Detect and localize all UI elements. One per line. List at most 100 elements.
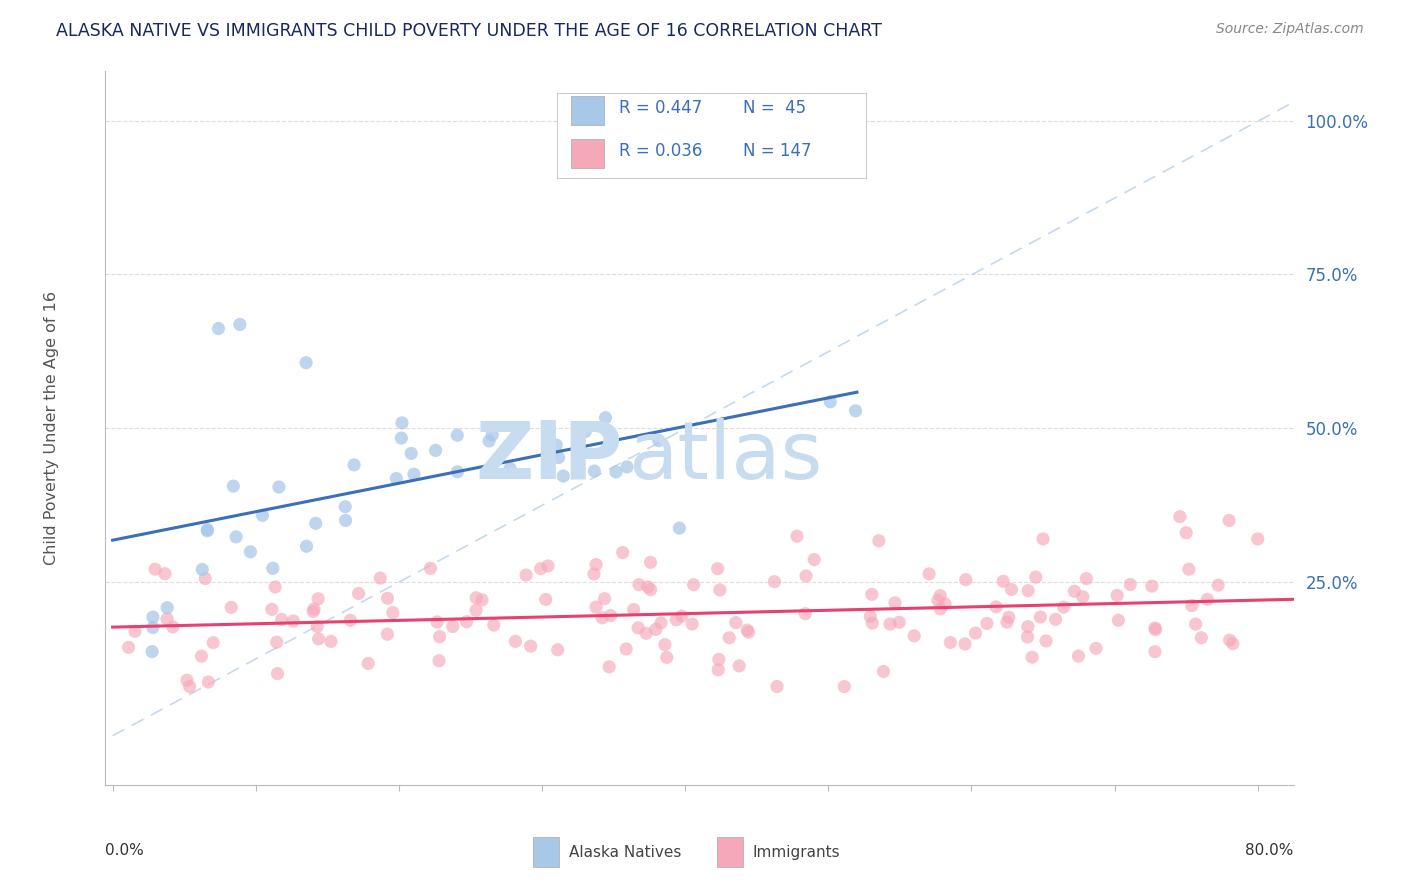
Point [794,607,817,621]
Point [195,524,218,538]
Point [262,561,284,575]
Point [1181,599,1204,613]
Point [176,673,198,688]
Point [803,552,825,566]
Point [1017,630,1039,644]
Point [481,428,503,442]
Point [1085,641,1108,656]
Point [605,465,627,479]
Point [1025,570,1047,584]
Point [295,356,318,370]
Point [953,637,976,651]
Point [270,612,292,626]
Point [585,558,607,572]
Point [391,416,413,430]
Point [124,624,146,639]
Point [728,659,751,673]
Point [156,612,179,626]
Point [179,680,201,694]
Point [197,523,219,537]
Point [1071,590,1094,604]
Point [1144,621,1167,635]
Point [929,602,952,616]
Point [339,613,361,627]
Point [381,606,404,620]
Point [509,421,531,435]
Point [998,610,1021,624]
Point [1178,562,1201,576]
Point [141,645,163,659]
Point [820,394,842,409]
Point [644,623,666,637]
Point [1222,637,1244,651]
Point [1184,617,1206,632]
Point [191,562,214,576]
Point [117,640,139,655]
Bar [571,95,605,125]
Point [1107,613,1129,627]
Point [260,602,283,616]
Point [872,665,894,679]
Point [627,621,650,635]
Point [636,626,658,640]
Point [599,608,621,623]
Point [553,469,575,483]
Point [426,615,449,629]
Point [1247,532,1270,546]
Point [385,471,408,485]
Point [308,632,330,646]
Point [441,619,464,633]
Point [264,580,287,594]
Bar [533,837,560,867]
Point [724,615,747,630]
Point [427,654,450,668]
Point [534,592,557,607]
Point [939,635,962,649]
Point [794,569,817,583]
Point [190,649,212,664]
Point [197,675,219,690]
Text: R = 0.447: R = 0.447 [619,99,702,117]
Point [347,586,370,600]
Point [389,431,412,445]
Point [707,652,730,666]
Point [219,600,242,615]
Point [1140,579,1163,593]
Point [1219,633,1241,648]
Point [965,626,987,640]
Point [583,464,606,478]
Point [1017,620,1039,634]
Text: Alaska Natives: Alaska Natives [569,846,681,860]
Point [1045,612,1067,626]
Point [612,545,634,559]
Point [419,561,441,575]
Point [307,619,329,633]
Point [357,657,380,671]
Point [640,582,662,597]
Point [671,609,693,624]
Point [335,513,357,527]
Text: ZIP: ZIP [475,417,623,496]
Point [429,630,451,644]
Point [1000,582,1022,597]
Point [515,568,537,582]
Text: ALASKA NATIVE VS IMMIGRANTS CHILD POVERTY UNDER THE AGE OF 16 CORRELATION CHART: ALASKA NATIVE VS IMMIGRANTS CHILD POVERT… [56,22,882,40]
Point [706,562,728,576]
Point [585,599,607,614]
Point [766,680,789,694]
Point [229,318,252,332]
Point [142,610,165,624]
Point [668,521,690,535]
Point [623,602,645,616]
Point [591,611,613,625]
Point [343,458,366,472]
Text: atlas: atlas [628,417,823,496]
Point [295,539,318,553]
Point [482,618,505,632]
Point [162,620,184,634]
Point [142,621,165,635]
Point [1032,532,1054,546]
Point [1197,592,1219,607]
Point [478,434,501,448]
Point [1107,588,1129,602]
